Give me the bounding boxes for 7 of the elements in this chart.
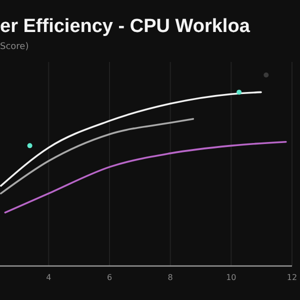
- x-tick-label: 4: [46, 273, 52, 282]
- chart-subtitle: Score): [0, 42, 29, 52]
- chart-title: er Efficiency - CPU Workloa: [0, 16, 250, 37]
- x-tick-label: 12: [286, 273, 298, 282]
- x-tick-label: 10: [226, 273, 236, 282]
- x-tick-label: 8: [168, 273, 173, 282]
- x-tick-label: 6: [106, 273, 112, 282]
